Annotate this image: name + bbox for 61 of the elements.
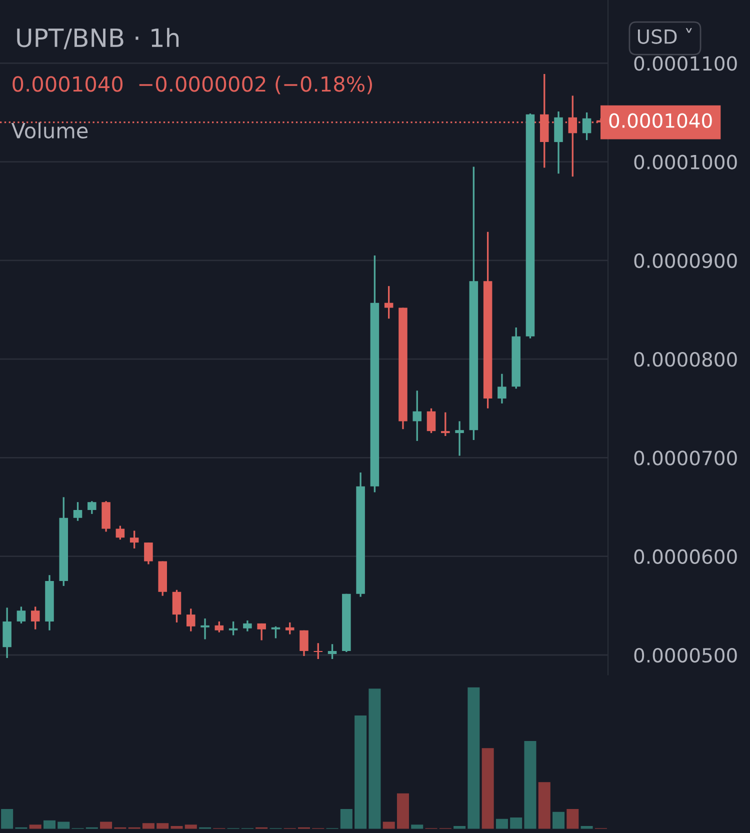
candlestick <box>257 622 266 642</box>
bar <box>468 687 480 829</box>
bar <box>340 809 352 829</box>
candlestick <box>426 408 436 434</box>
annotation: Volume <box>11 122 88 138</box>
y-tick-label: 0.0000500 <box>634 648 737 663</box>
y-tick-label: 0.0000600 <box>634 549 737 564</box>
bar <box>170 826 183 829</box>
candlestick <box>300 630 308 657</box>
bar <box>396 793 409 829</box>
candlestick <box>285 622 294 636</box>
bar <box>184 824 197 829</box>
candlestick <box>30 606 40 630</box>
bar <box>496 818 508 829</box>
bar <box>510 818 522 829</box>
annotation: 0.0001040 −0.0000002 (−0.18%) <box>12 76 372 94</box>
candlestick <box>144 542 153 566</box>
candlestick <box>116 524 125 540</box>
candlestick <box>172 589 182 624</box>
text: USD ˅ <box>638 28 692 44</box>
bar <box>482 748 494 829</box>
bar <box>100 822 112 829</box>
candlestick <box>228 620 238 636</box>
candlestick <box>441 412 450 437</box>
bar <box>524 741 536 829</box>
ref-line-label: 0.0001040 <box>609 113 712 128</box>
candlestick <box>412 390 422 442</box>
candlestick <box>200 618 210 640</box>
y-tick-label: 0.0000900 <box>634 253 737 268</box>
bar <box>382 822 395 829</box>
bar <box>58 822 70 829</box>
text: UPT/BNB · 1h <box>17 28 179 50</box>
bar <box>411 824 424 829</box>
candlestick <box>455 420 464 457</box>
candlestick <box>328 643 337 660</box>
candlestick <box>243 620 252 632</box>
candlestick <box>16 606 26 624</box>
candlestick <box>314 642 323 660</box>
bar <box>43 820 56 829</box>
candlestick <box>214 620 224 634</box>
bar <box>538 782 550 829</box>
candlestick <box>498 373 506 404</box>
candlestick <box>88 500 96 515</box>
bar <box>552 812 565 829</box>
y-tick-label: 0.0000800 <box>634 352 737 367</box>
bar <box>156 823 169 829</box>
bar <box>368 688 381 829</box>
y-tick-label: 0.0000700 <box>634 450 737 466</box>
candlestick <box>271 626 280 640</box>
y-tick-label: 0.0001000 <box>634 154 737 170</box>
bar <box>29 824 42 829</box>
bar <box>142 823 154 829</box>
bar <box>354 716 367 829</box>
candlestick <box>130 530 139 550</box>
candlestick <box>186 608 196 632</box>
bar <box>1 809 14 829</box>
y-tick-label: 0.0001100 <box>634 56 737 71</box>
bar <box>566 809 579 829</box>
candlestick <box>582 112 592 141</box>
candlestick <box>73 501 82 522</box>
candlestick <box>384 285 394 320</box>
